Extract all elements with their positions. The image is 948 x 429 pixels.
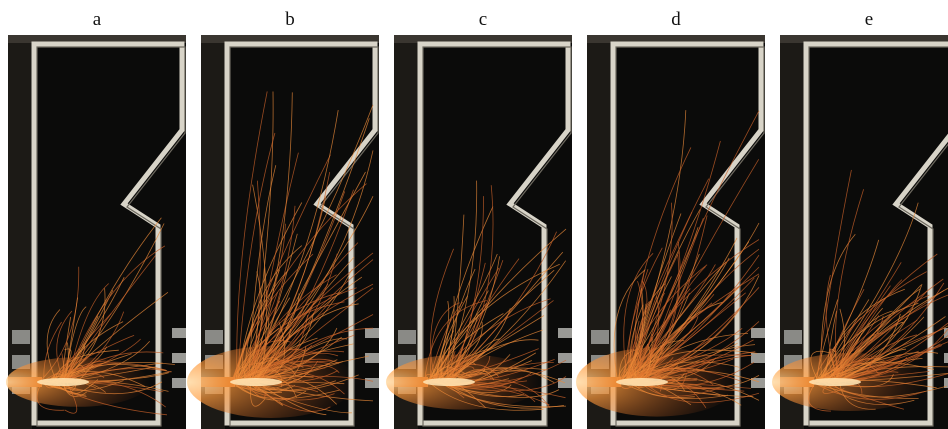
figure: a b c d e [0,0,948,429]
bracket [172,378,186,388]
jet-core [37,378,89,386]
jet-core [423,378,475,386]
bracket [365,353,379,363]
photo [187,35,379,429]
photo [576,35,765,429]
bracket [398,330,416,344]
panel-label: a [93,9,102,30]
bracket [558,353,572,363]
panel-label: d [671,9,681,30]
bracket [751,378,765,388]
photo [6,35,186,429]
jet-core [809,378,861,386]
photo [386,35,572,429]
jet-core [230,378,282,386]
bracket [591,330,609,344]
panel-label: e [865,9,873,30]
bracket [751,353,765,363]
page: abcde (() => { const data = JSON.parse(d… [0,0,948,429]
bracket [365,328,379,338]
bracket [365,378,379,388]
jet-core [616,378,668,386]
bracket [558,378,572,388]
bracket [172,328,186,338]
bracket [12,330,30,344]
panel-label: b [285,9,295,30]
bracket [944,353,948,363]
bracket [784,330,802,344]
panel-label: c [479,9,487,30]
bracket [751,328,765,338]
bracket [558,328,572,338]
bracket [205,330,223,344]
bracket [172,353,186,363]
photo [772,35,948,429]
